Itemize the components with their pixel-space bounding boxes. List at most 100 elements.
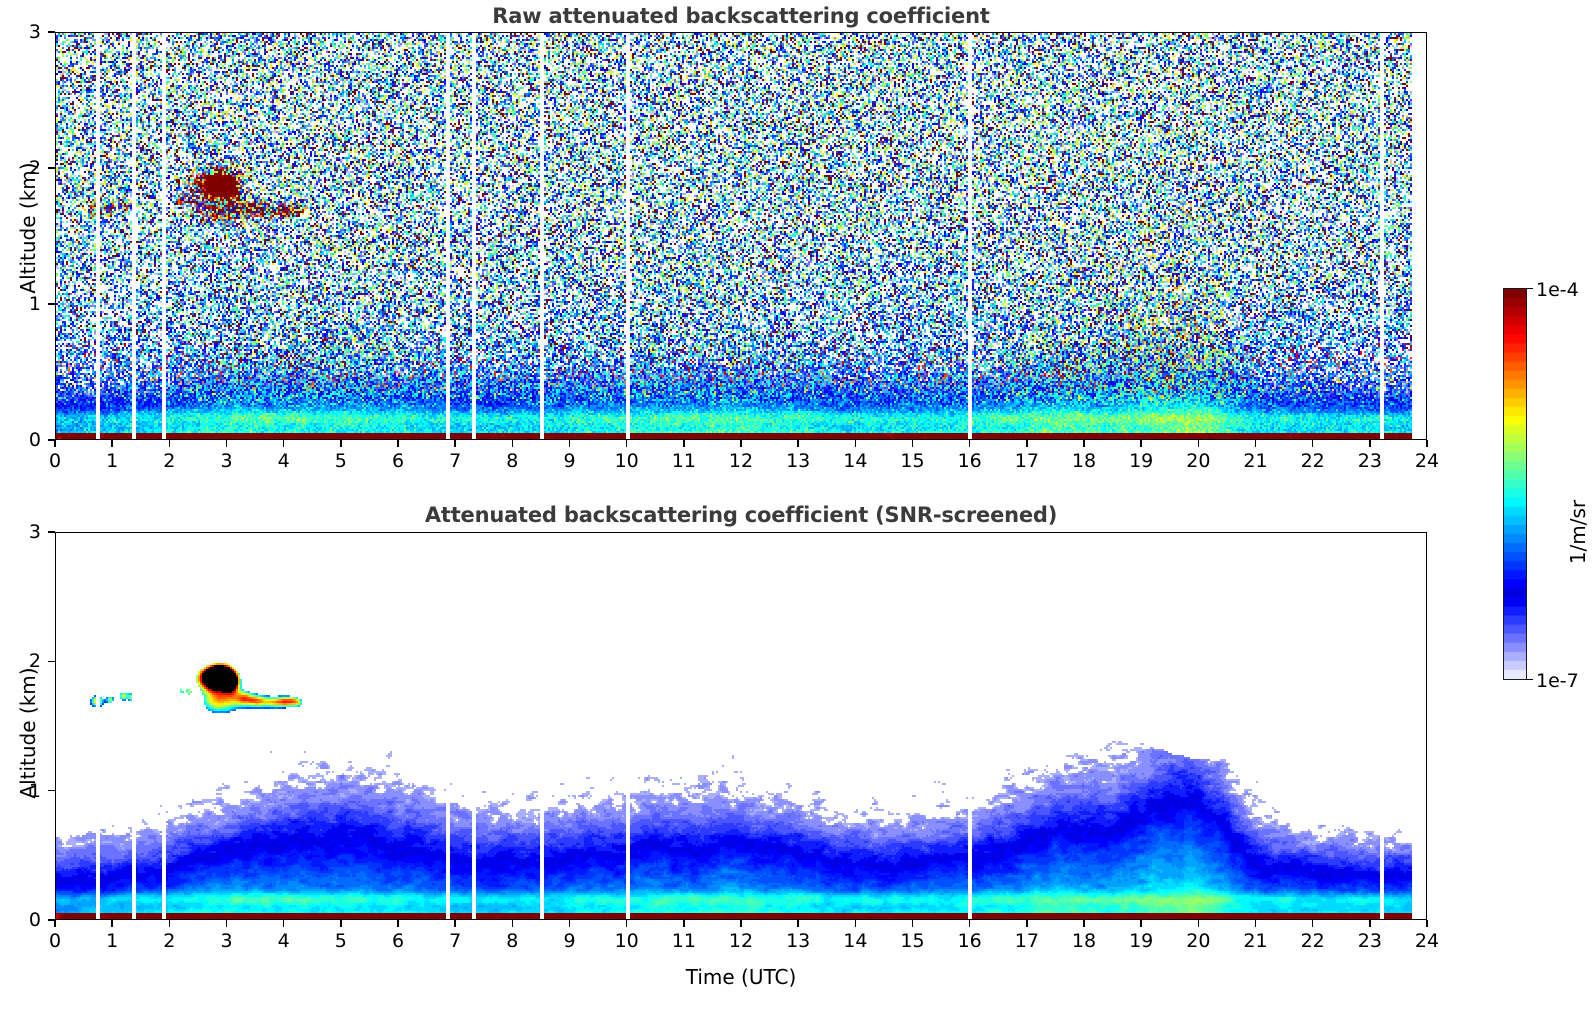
y-tick-label: 2: [28, 157, 41, 179]
x-tick: [568, 440, 571, 447]
screened-ylabel: Altitude (km): [16, 667, 40, 799]
panel-raw-title: Raw attenuated backscattering coefficien…: [492, 4, 990, 28]
x-tick-label: 3: [220, 450, 233, 472]
x-tick-label: 12: [728, 450, 754, 472]
x-tick-label: 14: [843, 930, 868, 952]
x-tick-label: 17: [1014, 930, 1039, 952]
x-tick: [282, 920, 285, 927]
x-tick: [854, 920, 857, 927]
colorbar-unit-label: 1/m/sr: [1566, 499, 1590, 565]
x-tick-label: 13: [786, 930, 811, 952]
y-tick: [48, 531, 55, 533]
x-tick: [968, 440, 971, 447]
x-tick-label: 3: [220, 930, 233, 952]
x-tick-label: 12: [728, 930, 754, 952]
screened-xlabel: Time (UTC): [685, 965, 797, 989]
x-tick-label: 14: [843, 450, 868, 472]
x-tick-label: 5: [334, 450, 347, 472]
x-tick: [397, 920, 399, 927]
x-tick-label: 18: [1071, 450, 1097, 472]
y-tick-label: 1: [28, 779, 41, 802]
screened-heatmap-axes[interactable]: [55, 532, 1427, 920]
x-tick-label: 13: [786, 450, 811, 472]
x-tick: [1197, 920, 1200, 927]
x-tick: [797, 920, 799, 927]
x-tick-label: 5: [334, 930, 347, 952]
y-tick: [48, 439, 55, 441]
x-tick-label: 23: [1357, 450, 1382, 472]
y-tick: [48, 31, 55, 33]
x-tick-label: 17: [1014, 450, 1039, 472]
colorbar-tick-bottom: [1527, 679, 1533, 681]
x-tick: [1083, 440, 1085, 447]
x-tick: [397, 440, 399, 447]
x-tick-label: 4: [277, 930, 290, 952]
x-tick: [111, 440, 113, 447]
x-tick: [683, 920, 685, 927]
x-tick-label: 10: [614, 450, 639, 472]
x-tick: [740, 440, 742, 447]
colorbar-max-label: 1e-4: [1536, 279, 1579, 301]
x-tick-label: 8: [506, 930, 519, 952]
x-tick-label: 7: [449, 450, 462, 472]
x-tick: [1426, 920, 1428, 927]
y-tick: [48, 303, 55, 305]
x-tick: [1254, 920, 1257, 927]
x-tick-label: 11: [671, 450, 696, 472]
x-tick-label: 2: [163, 930, 176, 952]
x-tick: [1369, 920, 1371, 927]
x-tick: [168, 440, 171, 447]
y-tick-label: 3: [28, 521, 41, 543]
x-tick-label: 15: [900, 930, 925, 952]
x-tick: [454, 440, 456, 447]
x-tick-label: 19: [1129, 450, 1154, 472]
x-tick-label: 20: [1186, 450, 1211, 472]
x-tick-label: 1: [106, 450, 119, 472]
x-tick-label: 22: [1300, 450, 1325, 472]
y-tick-label: 0: [28, 909, 41, 931]
x-tick: [1083, 920, 1085, 927]
x-tick: [797, 440, 799, 447]
x-tick-label: 6: [391, 930, 405, 952]
x-tick: [911, 920, 914, 927]
raw-ylabel: Altitude (km): [16, 162, 40, 294]
y-tick-label: 2: [28, 650, 41, 673]
x-tick: [225, 920, 228, 927]
x-tick: [1140, 440, 1142, 447]
x-tick-label: 18: [1071, 930, 1097, 952]
x-tick-label: 24: [1414, 450, 1440, 472]
x-tick-label: 9: [563, 450, 576, 472]
x-tick-label: 7: [449, 930, 462, 952]
x-tick: [968, 920, 971, 927]
x-tick-label: 8: [506, 450, 519, 472]
x-tick: [225, 440, 228, 447]
x-tick: [111, 920, 113, 927]
y-tick-label: 0: [28, 429, 41, 451]
colorbar-min-label: 1e-7: [1536, 670, 1579, 692]
x-tick: [1311, 920, 1314, 927]
y-tick: [48, 789, 55, 792]
x-tick-label: 16: [957, 450, 982, 472]
x-tick-label: 2: [163, 450, 176, 472]
y-tick-label: 3: [28, 21, 41, 43]
x-tick: [1026, 440, 1028, 447]
x-tick-label: 15: [900, 450, 925, 472]
raw-heatmap-axes[interactable]: [55, 32, 1427, 440]
x-tick: [340, 920, 342, 927]
x-tick: [340, 440, 342, 447]
y-tick: [48, 660, 55, 663]
x-tick-label: 23: [1357, 930, 1382, 952]
x-tick: [454, 920, 456, 927]
x-tick-label: 6: [391, 450, 405, 472]
panel-screened-title: Attenuated backscattering coefficient (S…: [424, 503, 1058, 527]
panel-screened: Attenuated backscattering coefficient (S…: [0, 495, 1595, 1020]
colorbar-gradient: [1503, 288, 1527, 680]
x-tick: [1197, 440, 1200, 447]
x-tick-label: 0: [48, 930, 62, 952]
x-tick: [911, 440, 914, 447]
x-tick: [683, 440, 685, 447]
x-tick-label: 4: [277, 450, 290, 472]
x-tick-label: 21: [1243, 450, 1268, 472]
x-tick-label: 0: [48, 450, 62, 472]
